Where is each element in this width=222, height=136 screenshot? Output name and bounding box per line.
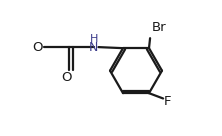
Text: N: N (89, 41, 98, 54)
Text: H: H (89, 34, 98, 44)
Text: Br: Br (152, 21, 166, 34)
Text: F: F (164, 95, 172, 108)
Text: O: O (61, 71, 72, 84)
Text: O: O (32, 41, 43, 54)
